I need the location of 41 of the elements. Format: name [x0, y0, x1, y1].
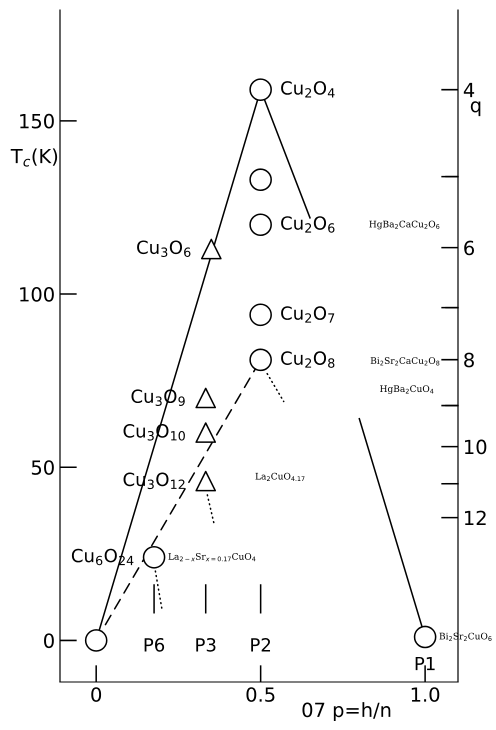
x-tick-label: 0: [91, 687, 102, 702]
y2-tick-label: 10: [464, 440, 486, 454]
annotation: Cu$_{2}$O$_{6}$: [281, 216, 334, 233]
annotation: P6: [144, 638, 164, 652]
y-tick-label: 0: [44, 633, 54, 648]
annotation: La$_{2}$CuO$_{4.17}$: [256, 472, 304, 481]
point: [200, 238, 222, 260]
annotation: P2: [251, 638, 270, 652]
point: [142, 546, 166, 569]
point: [249, 304, 272, 326]
annotation: Cu$_{2}$O$_{4}$: [281, 81, 335, 98]
point: [249, 348, 272, 372]
y-tick-label: 50: [32, 460, 54, 475]
point: [84, 629, 108, 652]
annotation: HgBa$_{2}$CaCu$_{2}$O$_{6}$: [369, 220, 440, 230]
annotation: Cu$_{2}$O$_{8}$: [281, 351, 334, 368]
y-axis-title: T$_{c}$(K): [10, 148, 58, 167]
point: [249, 78, 272, 101]
annotation: P1: [416, 656, 435, 670]
point: [195, 422, 216, 443]
point: [249, 213, 272, 236]
point: [195, 470, 216, 492]
annotation: HgBa$_{2}$CuO$_{4}$: [380, 385, 434, 394]
x-tick-label: 0.5: [246, 687, 274, 702]
annotation: Cu$_{3}$O$_{6}$: [137, 240, 190, 257]
annotation: La$_{2−x}$Sr$_{x=0.17}$CuO$_{4}$: [168, 553, 256, 562]
y2-axis-title: q: [470, 101, 480, 116]
point: [195, 388, 216, 408]
y2-tick-label: 6: [464, 240, 474, 256]
y2-tick-label: 8: [464, 352, 474, 368]
annotation: Cu$_{2}$O$_{7}$: [281, 306, 334, 323]
y2-tick-label: 4: [464, 82, 474, 98]
point: [414, 626, 436, 648]
y2-tick-label: 12: [464, 510, 486, 526]
point: [249, 168, 272, 192]
x-tick-label: 1.0: [412, 687, 440, 702]
y-tick-label: 150: [20, 114, 54, 129]
annotation: Bi$_{2}$Sr$_{2}$CaCu$_{2}$O$_{8}$: [370, 357, 440, 366]
annotation: P3: [196, 638, 216, 652]
x-axis-title: 07 p=h/n: [302, 702, 390, 721]
y-tick-label: 100: [20, 286, 54, 302]
